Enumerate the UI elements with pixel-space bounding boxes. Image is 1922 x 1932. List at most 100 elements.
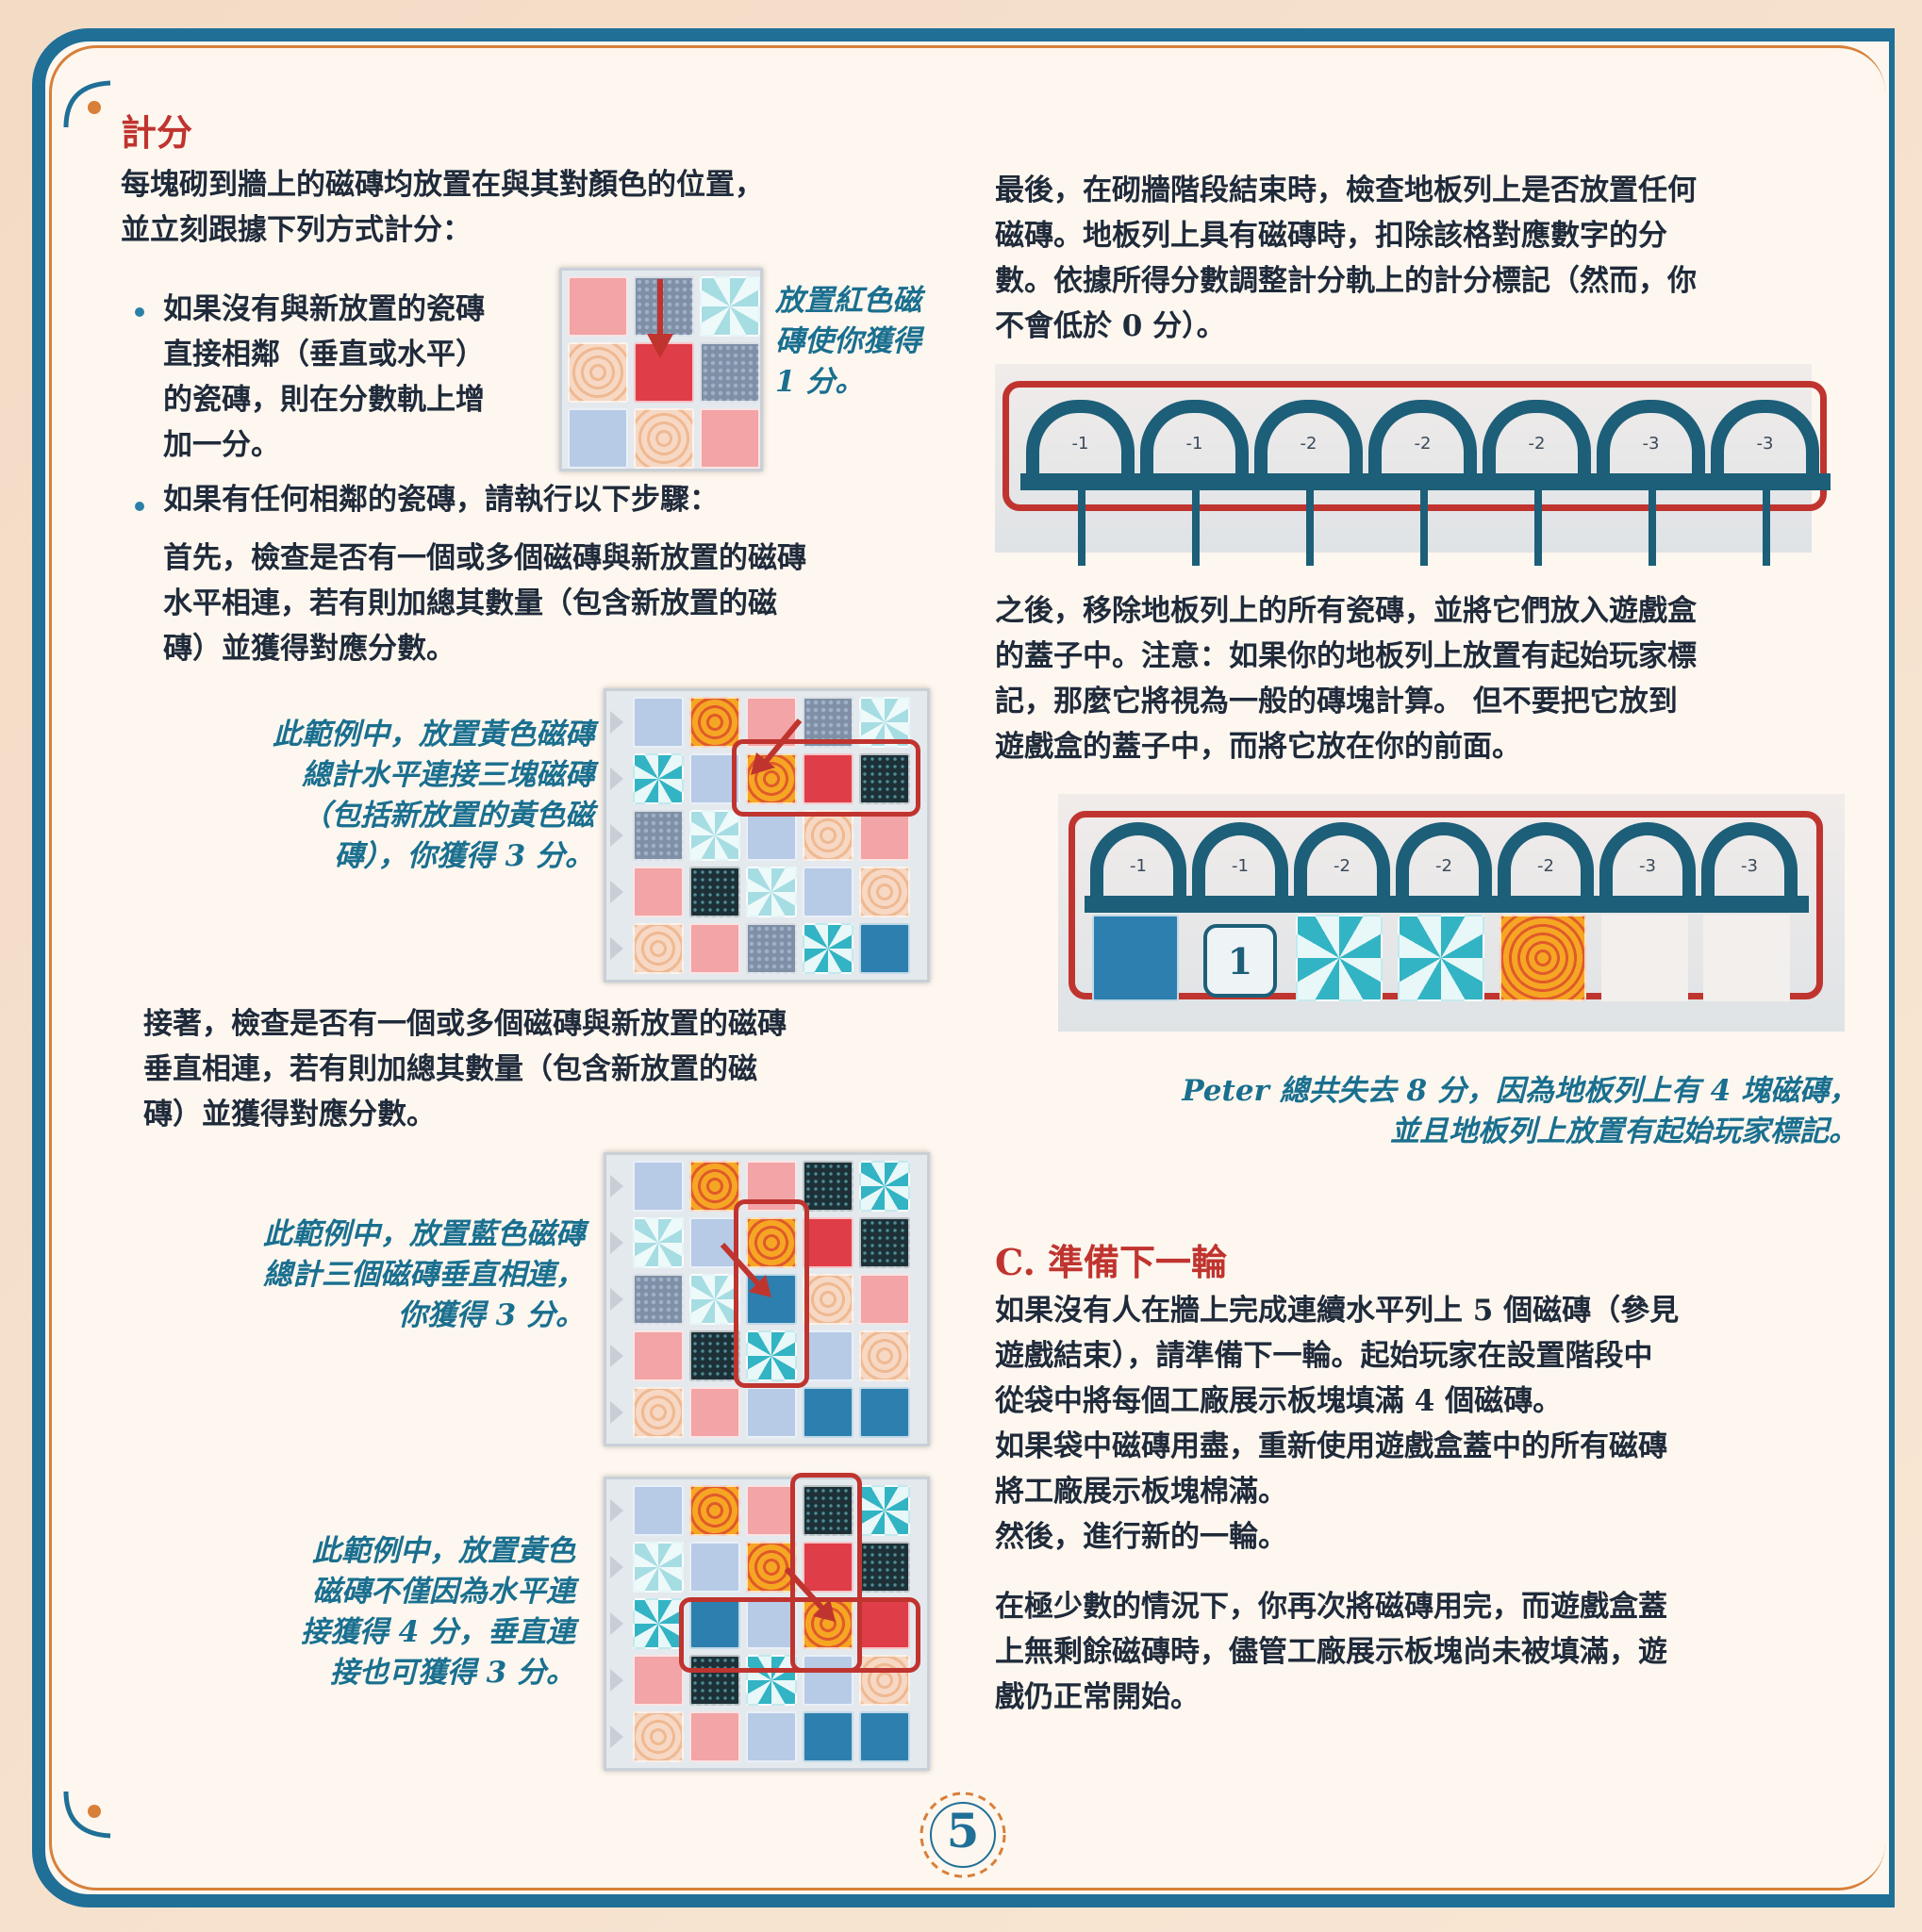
- wall-tile-lblue: [633, 1485, 684, 1536]
- text-line: 磁磚。地板列上具有磁磚時，扣除該格對應數字的分: [995, 219, 1667, 253]
- wall-tile-pcyan: [633, 1542, 684, 1593]
- arrow-down-icon: [647, 279, 673, 358]
- floor-tile-cyan: [1296, 915, 1383, 1001]
- wall-tile-lblue: [633, 697, 684, 748]
- wall-tile-pcyan: [689, 810, 740, 861]
- floor-penalty-label: -3: [1642, 434, 1660, 454]
- wall-example-both: [604, 1477, 930, 1771]
- floor-penalty-text: 最後，在砌牆階段結束時，檢查地板列上是否放置任何 磁磚。地板列上具有磁磚時，扣除…: [995, 168, 1844, 349]
- wall-tile-lblue: [689, 1217, 740, 1268]
- highlight-row: [679, 1597, 920, 1673]
- row-pointer-icon: [610, 1499, 623, 1522]
- wall-tile-blue: [859, 1387, 910, 1438]
- wall-tile-lblue: [689, 1542, 740, 1593]
- floor-penalty-label: -1: [1232, 856, 1249, 876]
- text-line: 戲仍正常開始。: [995, 1680, 1200, 1714]
- text-line: 接獲得 4 分，垂直連: [300, 1615, 575, 1649]
- wall-tile-orange: [689, 1485, 740, 1536]
- wall-example-horizontal: [604, 688, 930, 983]
- row-pointer-icon: [610, 1231, 623, 1254]
- text-line: 磚使你獲得: [775, 324, 921, 358]
- wall-tile-porange: [803, 1274, 853, 1325]
- floor-pillar: [1191, 490, 1200, 566]
- bullet-dot: [135, 502, 144, 511]
- page-number: 5: [946, 1803, 980, 1858]
- floor-penalty-label: -2: [1537, 856, 1554, 876]
- text-line: 並且地板列上放置有起始玩家標記。: [1390, 1115, 1858, 1148]
- wall-tile-pink: [689, 923, 740, 974]
- wall-tile-lblue: [803, 1330, 853, 1381]
- wall-tile-pink: [633, 1330, 684, 1381]
- next-round-text: 如果沒有人在牆上完成連續水平列上 5 個磁磚（參見 遊戲結束），請準備下一輪。起…: [995, 1288, 1844, 1560]
- wall-tile-pink: [859, 1274, 910, 1325]
- wall-tile-cyan: [859, 1485, 910, 1536]
- text-line: 磁磚不僅因為水平連: [312, 1575, 575, 1609]
- floor-penalty-label: -1: [1130, 856, 1147, 876]
- row-pointer-icon: [610, 1612, 623, 1635]
- highlight-row: [732, 739, 920, 817]
- wall-tile-pink: [568, 276, 628, 337]
- floor-rail: [1085, 896, 1809, 913]
- text-line: 之後，移除地板列上的所有瓷磚，並將它們放入遊戲盒: [995, 594, 1697, 628]
- wall-tile-pcyan: [689, 1274, 740, 1325]
- horizontal-check-text: 首先，檢查是否有一個或多個磁磚與新放置的磁磚 水平相連，若有則加總其數量（包含新…: [163, 536, 974, 671]
- page-number-ornament-icon: [920, 1792, 1006, 1878]
- wall-tile-lblue: [803, 867, 853, 917]
- wall-tile-pink: [689, 1711, 740, 1762]
- wall-tile-cyan: [746, 1655, 797, 1706]
- wall-tile-pink: [633, 1655, 684, 1706]
- row-pointer-icon: [610, 711, 623, 734]
- wall-tile-orange: [746, 1217, 797, 1268]
- text-line: 接也可獲得 3 分。: [329, 1656, 575, 1690]
- floor-penalty-label: -1: [1185, 434, 1203, 454]
- intro-line: 並立刻跟據下列方式計分：: [121, 213, 472, 247]
- text-line: 此範例中，放置黃色: [312, 1534, 575, 1568]
- wall-tile-porange: [859, 867, 910, 917]
- floor-penalty-label: -3: [1756, 434, 1774, 454]
- wall-tile-porange: [859, 1330, 910, 1381]
- text-line: 水平相連，若有則加總其數量（包含新放置的磁: [163, 586, 777, 620]
- text-line: 上無剩餘磁磚時，儘管工廠展示板塊尚未被填滿，遊: [995, 1635, 1667, 1669]
- wall-tile-cyan: [633, 753, 684, 804]
- row-pointer-icon: [610, 937, 623, 960]
- wall-tile-grey: [633, 810, 684, 861]
- row-pointer-icon: [610, 768, 623, 790]
- wall-tile-pcyan: [633, 1217, 684, 1268]
- floor-rail: [1020, 473, 1831, 490]
- wall-tile-grey: [746, 923, 797, 974]
- text-line: 從袋中將每個工廠展示板塊填滿 4 個磁磚。: [995, 1384, 1563, 1418]
- wall-tile-porange: [568, 342, 628, 403]
- wall-tile-grey: [633, 1274, 684, 1325]
- wall-tile-black: [859, 753, 910, 804]
- caption-vertical: 此範例中，放置藍色磁磚 總計三個磁磚垂直相連， 你獲得 3 分。: [179, 1214, 585, 1336]
- wall-tile-pcyan: [746, 867, 797, 917]
- row-pointer-icon: [610, 1175, 623, 1197]
- text-line: 遊戲盒的蓋子中，而將它放在你的前面。: [995, 730, 1521, 764]
- next-round-title: C. 準備下一輪: [995, 1241, 1228, 1283]
- wall-tile-grey: [700, 342, 760, 403]
- caption-both: 此範例中，放置黃色 磁磚不僅因為水平連 接獲得 4 分，垂直連 接也可獲得 3 …: [217, 1531, 575, 1693]
- wall-tile-porange: [859, 1655, 910, 1706]
- wall-tile-cyan: [633, 1598, 684, 1649]
- text-line: 磚），你獲得 3 分。: [334, 839, 594, 873]
- text-line: 總計三個磁磚垂直相連，: [263, 1258, 585, 1292]
- caption-horizontal: 此範例中，放置黃色磁磚 總計水平連接三塊磁磚 （包括新放置的黃色磁 磚），你獲得…: [198, 715, 594, 877]
- floor-slot-empty: [1703, 915, 1790, 1001]
- floor-line-highlight: [1002, 381, 1827, 511]
- vertical-check-text: 接著，檢查是否有一個或多個磁磚與新放置的磁磚 垂直相連，若有則加總其數量（包含新…: [143, 1001, 954, 1137]
- row-pointer-icon: [610, 1345, 623, 1367]
- text-line: 磚）並獲得對應分數。: [163, 632, 456, 666]
- row-pointer-icon: [610, 1669, 623, 1692]
- text-line: 記，那麼它將視為一般的磚塊計算。 但不要把它放到: [995, 685, 1678, 718]
- floor-penalty-label: -3: [1741, 856, 1758, 876]
- wall-tile-red: [803, 753, 853, 804]
- wall-tile-pcyan: [700, 276, 760, 337]
- floor-pillar: [1077, 490, 1085, 566]
- wall-tile-black: [689, 1330, 740, 1381]
- text-line: （包括新放置的黃色磁: [302, 799, 594, 833]
- text-line: 總計水平連接三塊磁磚: [302, 758, 594, 792]
- text-line: 如果沒有人在牆上完成連續水平列上 5 個磁磚（參見: [995, 1294, 1680, 1328]
- floor-pillar: [1762, 490, 1770, 566]
- floor-penalty-label: -2: [1414, 434, 1432, 454]
- wall-tile-orange: [746, 1542, 797, 1593]
